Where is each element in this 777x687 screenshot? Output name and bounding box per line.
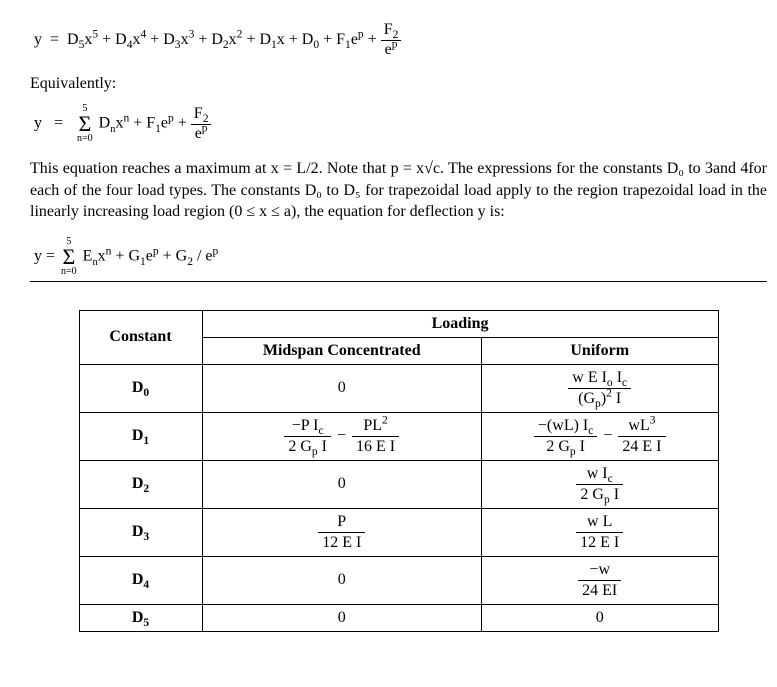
cell-uni: −w 24 EI xyxy=(481,556,718,604)
cell-uni: 0 xyxy=(481,604,718,631)
constants-table: Constant Loading Midspan Concentrated Un… xyxy=(79,310,719,632)
cell-mid: 0 xyxy=(202,604,481,631)
cell-mid: 0 xyxy=(202,460,481,508)
table-row: D5 0 0 xyxy=(79,604,718,631)
eq1-frac: F2 ep xyxy=(381,22,402,59)
table-row: D2 0 w Ic 2 Gp I xyxy=(79,460,718,508)
row-key: D5 xyxy=(79,604,202,631)
cell-mid: 0 xyxy=(202,364,481,412)
table-row: D3 P 12 E I w L 12 E I xyxy=(79,508,718,556)
equivalently-label: Equivalently: xyxy=(30,73,767,95)
row-key: D2 xyxy=(79,460,202,508)
th-loading: Loading xyxy=(202,310,718,337)
cell-uni: w E Io Ic (Gp)2 I xyxy=(481,364,718,412)
sum-symbol: 5 Σ n=0 xyxy=(77,104,93,144)
th-constant: Constant xyxy=(79,310,202,364)
eq1-lhs: y xyxy=(34,31,42,48)
th-midspan: Midspan Concentrated xyxy=(202,337,481,364)
equation-2: y = 5 Σ n=0 Dnxn + F1ep + F2 ep xyxy=(34,104,767,144)
cell-mid: P 12 E I xyxy=(202,508,481,556)
table-header-row: Constant Loading xyxy=(79,310,718,337)
cell-uni: −(wL) Ic 2 Gp I − wL3 24 E I xyxy=(481,412,718,460)
row-key: D4 xyxy=(79,556,202,604)
cell-mid: −P Ic 2 Gp I − PL2 16 E I xyxy=(202,412,481,460)
cell-uni: w L 12 E I xyxy=(481,508,718,556)
cell-uni: w Ic 2 Gp I xyxy=(481,460,718,508)
cell-mid: 0 xyxy=(202,556,481,604)
equation-3: y = 5 Σ n=0 Enxn + G1ep + G2 / ep xyxy=(34,237,767,277)
row-key: D3 xyxy=(79,508,202,556)
equation-1: y = D5x5 + D4x4 + D3x3 + D2x2 + D1x + D0… xyxy=(34,22,767,59)
row-key: D1 xyxy=(79,412,202,460)
table-row: D4 0 −w 24 EI xyxy=(79,556,718,604)
table-row: D0 0 w E Io Ic (Gp)2 I xyxy=(79,364,718,412)
body-paragraph: This equation reaches a maximum at x = L… xyxy=(30,158,767,223)
sum-symbol-3: 5 Σ n=0 xyxy=(61,237,77,277)
eq2-frac: F2 ep xyxy=(191,106,212,143)
th-uniform: Uniform xyxy=(481,337,718,364)
row-key: D0 xyxy=(79,364,202,412)
divider xyxy=(30,281,767,282)
table-row: D1 −P Ic 2 Gp I − PL2 16 E I −(wL) Ic 2 … xyxy=(79,412,718,460)
